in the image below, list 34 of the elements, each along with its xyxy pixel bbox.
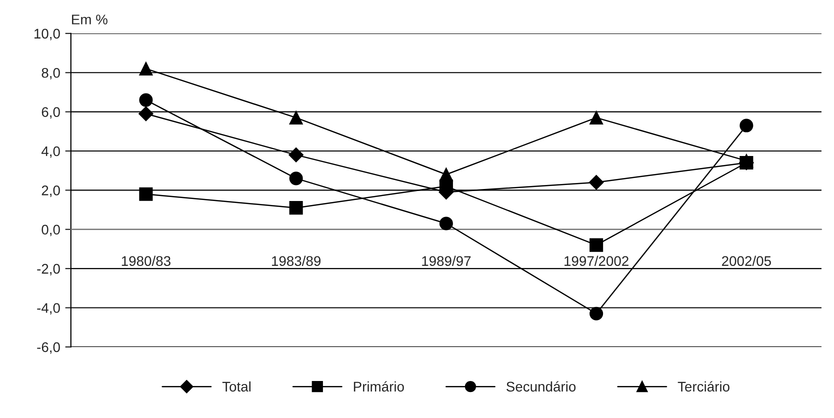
y-tick-label: -2,0 bbox=[37, 264, 60, 276]
point bbox=[590, 306, 604, 320]
y-tick-label: 8,0 bbox=[42, 68, 60, 80]
y-tick-label: 4,0 bbox=[41, 146, 60, 158]
legend-label: Terciário bbox=[678, 381, 730, 392]
point bbox=[138, 106, 154, 122]
point bbox=[590, 110, 604, 124]
point bbox=[439, 168, 453, 182]
point bbox=[139, 187, 153, 201]
x-tick-label: 1983/89 bbox=[272, 256, 321, 266]
y-tick-label: -6,0 bbox=[37, 342, 60, 354]
y-tick-label: 10,0 bbox=[34, 28, 60, 40]
point bbox=[289, 201, 303, 215]
legend-label: Primário bbox=[354, 381, 404, 392]
point bbox=[289, 110, 303, 124]
y-tick-label: 2,0 bbox=[42, 186, 60, 197]
point bbox=[289, 172, 303, 186]
legend-label: Total bbox=[222, 381, 250, 392]
y-tick-label: -4,0 bbox=[37, 303, 60, 315]
y-tick-label: 6,0 bbox=[42, 107, 60, 119]
point bbox=[588, 174, 604, 190]
point bbox=[439, 216, 453, 230]
y-tick-label: 0,0 bbox=[42, 224, 60, 236]
y-axis-title: Em % bbox=[72, 14, 108, 24]
x-tick-label: 1989/97 bbox=[422, 256, 471, 266]
point bbox=[139, 93, 153, 107]
x-tick-label: 1997/2002 bbox=[564, 256, 628, 266]
point bbox=[139, 62, 153, 76]
legend-label: Secundário bbox=[506, 381, 576, 392]
point bbox=[288, 148, 304, 162]
point bbox=[740, 118, 754, 132]
point bbox=[590, 238, 604, 252]
x-tick-label: 1980/83 bbox=[122, 256, 170, 266]
x-tick-label: 2002/05 bbox=[722, 256, 771, 266]
